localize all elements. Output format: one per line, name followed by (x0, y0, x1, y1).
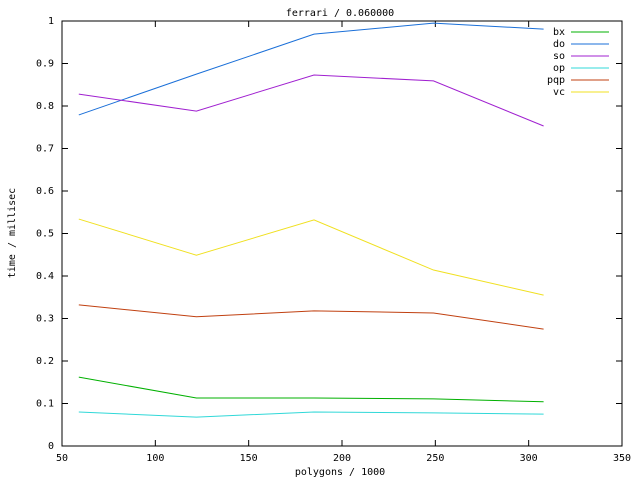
legend-label: so (553, 51, 565, 62)
x-tick-label: 350 (613, 453, 631, 464)
series-line (78, 411, 544, 418)
series-line (78, 22, 544, 116)
legend-label: op (553, 63, 565, 74)
x-tick-label: 100 (146, 453, 164, 464)
x-axis-label: polygons / 1000 (295, 467, 385, 478)
legend-label: vc (553, 87, 565, 98)
legend-label: do (553, 39, 565, 50)
x-tick-label: 300 (520, 453, 538, 464)
legend-label: bx (553, 27, 565, 38)
y-tick-label: 0.4 (36, 271, 54, 282)
x-tick-label: 250 (426, 453, 444, 464)
y-tick-label: 1 (48, 16, 54, 27)
y-tick-label: 0.7 (36, 144, 54, 155)
y-axis-label: time / millisec (7, 188, 18, 278)
y-tick-label: 0 (48, 441, 54, 452)
x-tick-label: 50 (56, 453, 68, 464)
series-line (78, 218, 544, 296)
y-tick-label: 0.8 (36, 101, 54, 112)
series-line (78, 74, 544, 127)
y-tick-label: 0.9 (36, 59, 54, 70)
y-tick-label: 0.6 (36, 186, 54, 197)
series-line (78, 376, 544, 403)
x-tick-label: 150 (240, 453, 258, 464)
series-line (78, 304, 544, 330)
y-tick-label: 0.2 (36, 356, 54, 367)
x-tick-label: 200 (333, 453, 351, 464)
y-tick-label: 0.5 (36, 229, 54, 240)
y-tick-label: 0.1 (36, 399, 54, 410)
chart-title: ferrari / 0.060000 (286, 8, 394, 19)
y-tick-label: 0.3 (36, 314, 54, 325)
legend-label: pqp (547, 75, 565, 86)
